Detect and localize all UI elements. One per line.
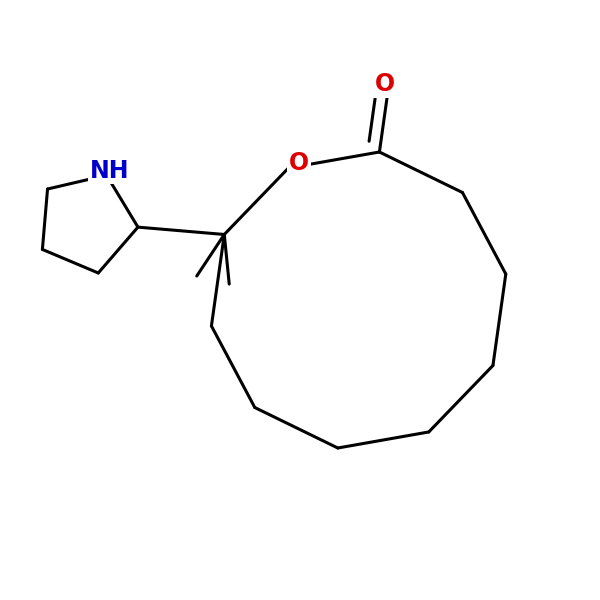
Text: O: O — [289, 151, 309, 175]
Text: O: O — [375, 72, 395, 96]
Text: NH: NH — [90, 158, 129, 182]
